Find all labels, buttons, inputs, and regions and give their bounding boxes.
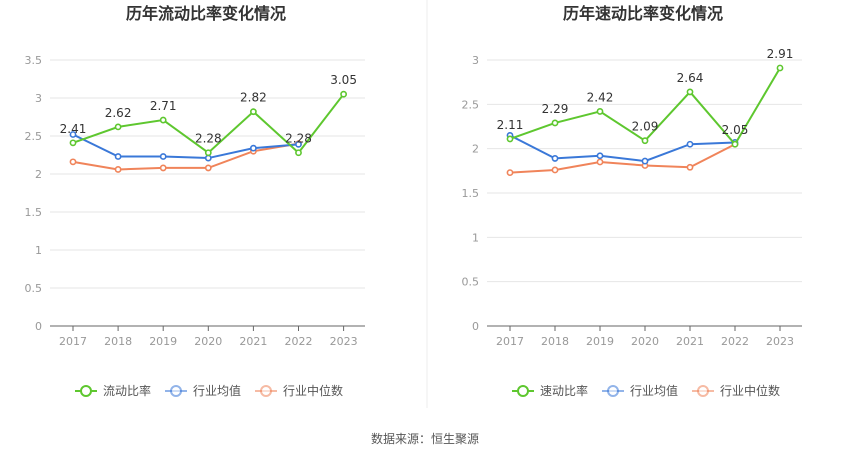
data-label: 2.71 xyxy=(150,99,177,113)
legend-marker-icon xyxy=(517,385,529,397)
x-tick-label: 2019 xyxy=(149,335,177,348)
data-point xyxy=(295,149,302,157)
y-tick-label: 2 xyxy=(472,143,479,156)
legend-label: 速动比率 xyxy=(540,383,588,398)
data-point xyxy=(596,152,604,160)
data-point xyxy=(776,64,784,72)
data-label: 2.11 xyxy=(497,118,524,132)
x-tick-label: 2019 xyxy=(586,335,614,348)
legend-label: 流动比率 xyxy=(103,383,151,398)
y-tick-label: 3 xyxy=(472,54,479,67)
data-point xyxy=(506,135,514,143)
legend-marker-icon xyxy=(260,385,272,397)
legend-marker-icon xyxy=(80,385,92,397)
x-tick-label: 2023 xyxy=(330,335,358,348)
y-tick-label: 2 xyxy=(35,168,42,181)
data-point xyxy=(69,131,77,138)
y-tick-label: 1.5 xyxy=(462,187,480,200)
y-tick-label: 2.5 xyxy=(25,130,43,143)
data-label: 2.28 xyxy=(195,132,222,146)
data-point xyxy=(204,149,212,157)
legend-label: 行业均值 xyxy=(630,383,678,398)
x-tick-label: 2021 xyxy=(676,335,704,348)
x-tick-label: 2018 xyxy=(104,335,132,348)
data-point xyxy=(69,158,77,166)
data-point xyxy=(114,123,122,131)
series-line-2 xyxy=(509,134,736,163)
data-point xyxy=(551,119,559,127)
data-point xyxy=(641,137,649,145)
data-label: 2.64 xyxy=(677,71,704,85)
y-tick-label: 0 xyxy=(35,320,42,333)
y-tick-label: 2.5 xyxy=(462,98,480,111)
data-point xyxy=(114,153,122,160)
series-line-3 xyxy=(72,142,299,171)
x-tick-label: 2022 xyxy=(285,335,313,348)
data-point xyxy=(204,164,212,172)
data-point xyxy=(159,116,167,124)
data-point xyxy=(641,157,649,165)
legend-marker-icon xyxy=(697,385,709,397)
data-point xyxy=(204,154,212,162)
y-tick-label: 0.5 xyxy=(462,276,480,289)
y-tick-label: 3 xyxy=(35,92,42,105)
data-point xyxy=(114,166,122,173)
x-tick-label: 2017 xyxy=(59,335,87,348)
x-tick-label: 2020 xyxy=(631,335,659,348)
data-label: 2.91 xyxy=(767,47,794,61)
data-point xyxy=(686,140,694,148)
data-point xyxy=(159,164,167,172)
y-tick-label: 3.5 xyxy=(25,54,43,67)
legend-label: 行业中位数 xyxy=(720,383,780,398)
data-point xyxy=(596,108,604,115)
legend-label: 行业中位数 xyxy=(283,383,343,398)
data-label: 2.29 xyxy=(542,102,569,116)
data-point xyxy=(159,153,167,160)
series-line-3 xyxy=(509,143,736,174)
chart-title-1: 历年流动比率变化情况 xyxy=(126,4,286,23)
data-point xyxy=(249,144,257,152)
chart-title-2: 历年速动比率变化情况 xyxy=(563,4,723,23)
data-point xyxy=(249,108,257,116)
legend-label: 行业均值 xyxy=(193,383,241,398)
x-tick-label: 2017 xyxy=(496,335,524,348)
data-point xyxy=(506,169,514,177)
data-point xyxy=(686,88,694,96)
x-tick-label: 2020 xyxy=(194,335,222,348)
data-label: 3.05 xyxy=(330,73,357,87)
data-point xyxy=(686,163,694,171)
data-point xyxy=(596,158,604,166)
data-label: 2.82 xyxy=(240,91,267,105)
data-source-text: 数据来源：恒生聚源 xyxy=(371,431,479,446)
data-point xyxy=(731,140,739,148)
data-label: 2.42 xyxy=(587,90,614,104)
legend-marker-icon xyxy=(607,385,619,397)
x-tick-label: 2018 xyxy=(541,335,569,348)
data-label: 2.62 xyxy=(105,106,132,120)
legend-marker-icon xyxy=(170,385,182,397)
data-label: 2.28 xyxy=(285,132,312,146)
y-tick-label: 1 xyxy=(472,231,479,244)
series-line-2 xyxy=(72,133,299,160)
y-tick-label: 0 xyxy=(472,320,479,333)
data-point xyxy=(340,90,347,98)
data-point xyxy=(295,140,302,148)
x-tick-label: 2022 xyxy=(721,335,749,348)
y-tick-label: 1 xyxy=(35,244,42,257)
data-point xyxy=(69,139,77,147)
data-label: 2.09 xyxy=(632,120,659,134)
data-label: 2.41 xyxy=(60,122,87,136)
y-tick-label: 1.5 xyxy=(25,206,43,219)
x-tick-label: 2023 xyxy=(766,335,794,348)
x-tick-label: 2021 xyxy=(239,335,267,348)
y-tick-label: 0.5 xyxy=(25,282,43,295)
data-point xyxy=(551,155,559,162)
data-label: 2.05 xyxy=(722,123,749,137)
data-point xyxy=(551,166,559,174)
